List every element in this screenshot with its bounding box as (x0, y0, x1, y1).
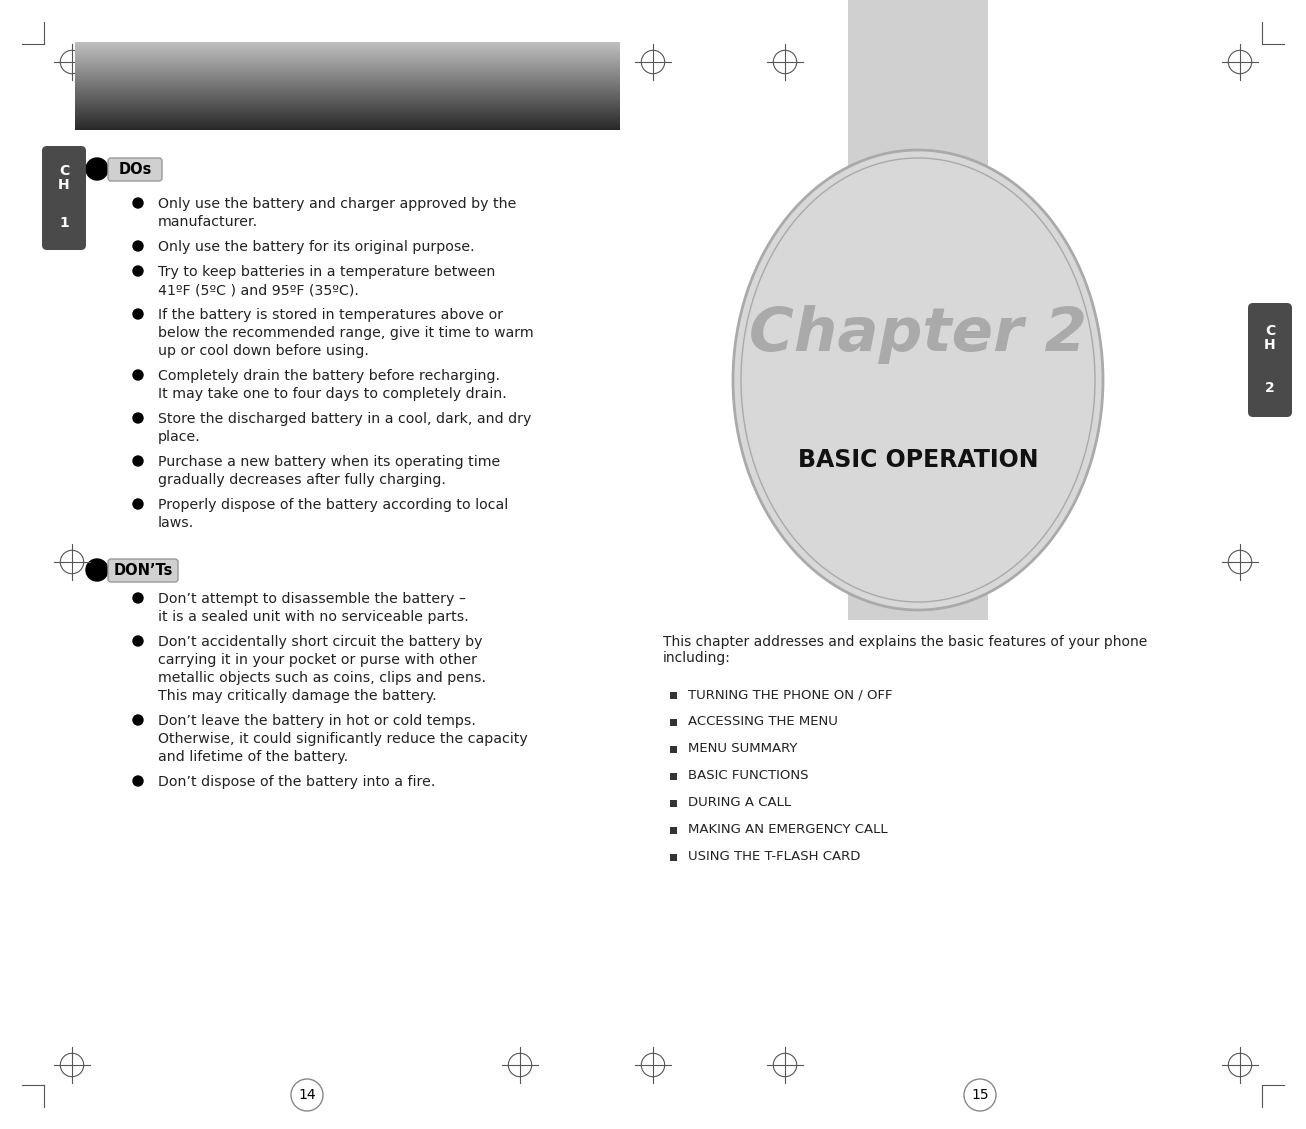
Text: up or cool down before using.: up or cool down before using. (158, 344, 368, 358)
Text: Try to keep batteries in a temperature between: Try to keep batteries in a temperature b… (158, 265, 495, 279)
Circle shape (133, 309, 142, 320)
FancyBboxPatch shape (108, 559, 178, 583)
Text: laws.: laws. (158, 516, 195, 530)
Circle shape (133, 499, 142, 509)
FancyBboxPatch shape (42, 146, 86, 250)
Text: USING THE T-FLASH CARD: USING THE T-FLASH CARD (688, 850, 861, 863)
Circle shape (133, 776, 142, 786)
Circle shape (86, 158, 108, 180)
Text: Purchase a new battery when its operating time: Purchase a new battery when its operatin… (158, 455, 500, 469)
Bar (670, 773, 677, 780)
Text: This chapter addresses and explains the basic features of your phone
including:: This chapter addresses and explains the … (663, 634, 1147, 665)
Circle shape (133, 593, 142, 603)
Text: This may critically damage the battery.: This may critically damage the battery. (158, 689, 436, 703)
Text: DURING A CALL: DURING A CALL (688, 796, 791, 809)
Bar (670, 719, 677, 726)
Text: Otherwise, it could significantly reduce the capacity: Otherwise, it could significantly reduce… (158, 732, 528, 746)
Text: Properly dispose of the battery according to local: Properly dispose of the battery accordin… (158, 498, 508, 511)
Ellipse shape (741, 158, 1094, 602)
Text: DOs: DOs (119, 161, 151, 177)
Text: C
H: C H (1264, 324, 1276, 352)
Circle shape (86, 559, 108, 581)
Text: 1: 1 (59, 216, 69, 230)
Text: Don’t accidentally short circuit the battery by: Don’t accidentally short circuit the bat… (158, 634, 482, 649)
Circle shape (133, 456, 142, 466)
Text: and lifetime of the battery.: and lifetime of the battery. (158, 750, 349, 764)
Text: 15: 15 (972, 1088, 989, 1102)
Text: Only use the battery for its original purpose.: Only use the battery for its original pu… (158, 240, 474, 254)
Text: ACCESSING THE MENU: ACCESSING THE MENU (688, 715, 838, 728)
Text: Chapter 2: Chapter 2 (750, 306, 1087, 365)
Text: carrying it in your pocket or purse with other: carrying it in your pocket or purse with… (158, 653, 477, 667)
Text: Only use the battery and charger approved by the: Only use the battery and charger approve… (158, 196, 516, 211)
Text: metallic objects such as coins, clips and pens.: metallic objects such as coins, clips an… (158, 671, 486, 685)
Bar (606, 42, 620, 56)
Text: MENU SUMMARY: MENU SUMMARY (688, 742, 798, 755)
Text: Completely drain the battery before recharging.: Completely drain the battery before rech… (158, 369, 500, 383)
Bar (74, 116, 89, 130)
Text: 14: 14 (298, 1088, 316, 1102)
Text: 41ºF (5ºC ) and 95ºF (35ºC).: 41ºF (5ºC ) and 95ºF (35ºC). (158, 283, 359, 297)
Text: Don’t leave the battery in hot or cold temps.: Don’t leave the battery in hot or cold t… (158, 714, 475, 728)
Ellipse shape (733, 150, 1104, 610)
Circle shape (133, 636, 142, 646)
Text: place.: place. (158, 430, 201, 444)
Text: TURNING THE PHONE ON / OFF: TURNING THE PHONE ON / OFF (688, 688, 892, 701)
Text: it is a sealed unit with no serviceable parts.: it is a sealed unit with no serviceable … (158, 610, 469, 624)
FancyBboxPatch shape (1249, 303, 1292, 417)
Text: BASIC FUNCTIONS: BASIC FUNCTIONS (688, 769, 808, 782)
Bar (74, 42, 89, 56)
Bar (606, 116, 620, 130)
Bar (670, 854, 677, 861)
Bar (670, 746, 677, 753)
Text: BASIC OPERATION: BASIC OPERATION (798, 448, 1038, 472)
Bar (670, 828, 677, 834)
Text: manufacturer.: manufacturer. (158, 215, 259, 229)
Text: gradually decreases after fully charging.: gradually decreases after fully charging… (158, 473, 445, 487)
Text: 2: 2 (1266, 380, 1275, 394)
Circle shape (133, 715, 142, 725)
Text: below the recommended range, give it time to warm: below the recommended range, give it tim… (158, 326, 534, 340)
Circle shape (133, 370, 142, 380)
Text: It may take one to four days to completely drain.: It may take one to four days to complete… (158, 387, 507, 401)
Text: DON’Ts: DON’Ts (114, 563, 172, 578)
Text: Don’t attempt to disassemble the battery –: Don’t attempt to disassemble the battery… (158, 592, 466, 606)
Text: Don’t dispose of the battery into a fire.: Don’t dispose of the battery into a fire… (158, 774, 435, 789)
Bar (670, 800, 677, 807)
Text: MAKING AN EMERGENCY CALL: MAKING AN EMERGENCY CALL (688, 823, 888, 835)
Circle shape (133, 266, 142, 275)
Circle shape (291, 1079, 323, 1111)
Text: Store the discharged battery in a cool, dark, and dry: Store the discharged battery in a cool, … (158, 412, 532, 426)
Text: BATTERY HANDLING INFORMATION: BATTERY HANDLING INFORMATION (93, 94, 526, 114)
FancyBboxPatch shape (108, 158, 162, 181)
Circle shape (133, 240, 142, 251)
Text: If the battery is stored in temperatures above or: If the battery is stored in temperatures… (158, 308, 503, 322)
Bar (670, 692, 677, 699)
Bar (848, 0, 989, 620)
Circle shape (964, 1079, 996, 1111)
Text: C
H: C H (59, 164, 69, 192)
Circle shape (133, 413, 142, 423)
Circle shape (133, 198, 142, 208)
